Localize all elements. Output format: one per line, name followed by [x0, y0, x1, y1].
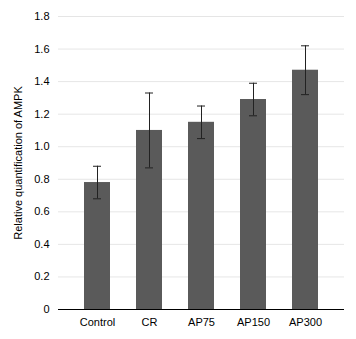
svg-text:0.4: 0.4: [34, 238, 49, 250]
svg-text:0: 0: [43, 303, 49, 315]
svg-text:AP75: AP75: [188, 316, 215, 328]
svg-text:1.2: 1.2: [34, 108, 49, 120]
svg-text:Relative quantification of AMP: Relative quantification of AMPK: [12, 86, 24, 240]
svg-text:1.0: 1.0: [34, 140, 49, 152]
svg-text:1.6: 1.6: [34, 43, 49, 55]
svg-text:0.6: 0.6: [34, 205, 49, 217]
svg-text:0.8: 0.8: [34, 173, 49, 185]
svg-text:1.8: 1.8: [34, 10, 49, 22]
svg-text:AP300: AP300: [289, 316, 322, 328]
svg-text:Control: Control: [80, 316, 115, 328]
svg-text:CR: CR: [142, 316, 158, 328]
svg-text:AP150: AP150: [237, 316, 270, 328]
svg-text:0.2: 0.2: [34, 270, 49, 282]
svg-text:1.4: 1.4: [34, 75, 49, 87]
